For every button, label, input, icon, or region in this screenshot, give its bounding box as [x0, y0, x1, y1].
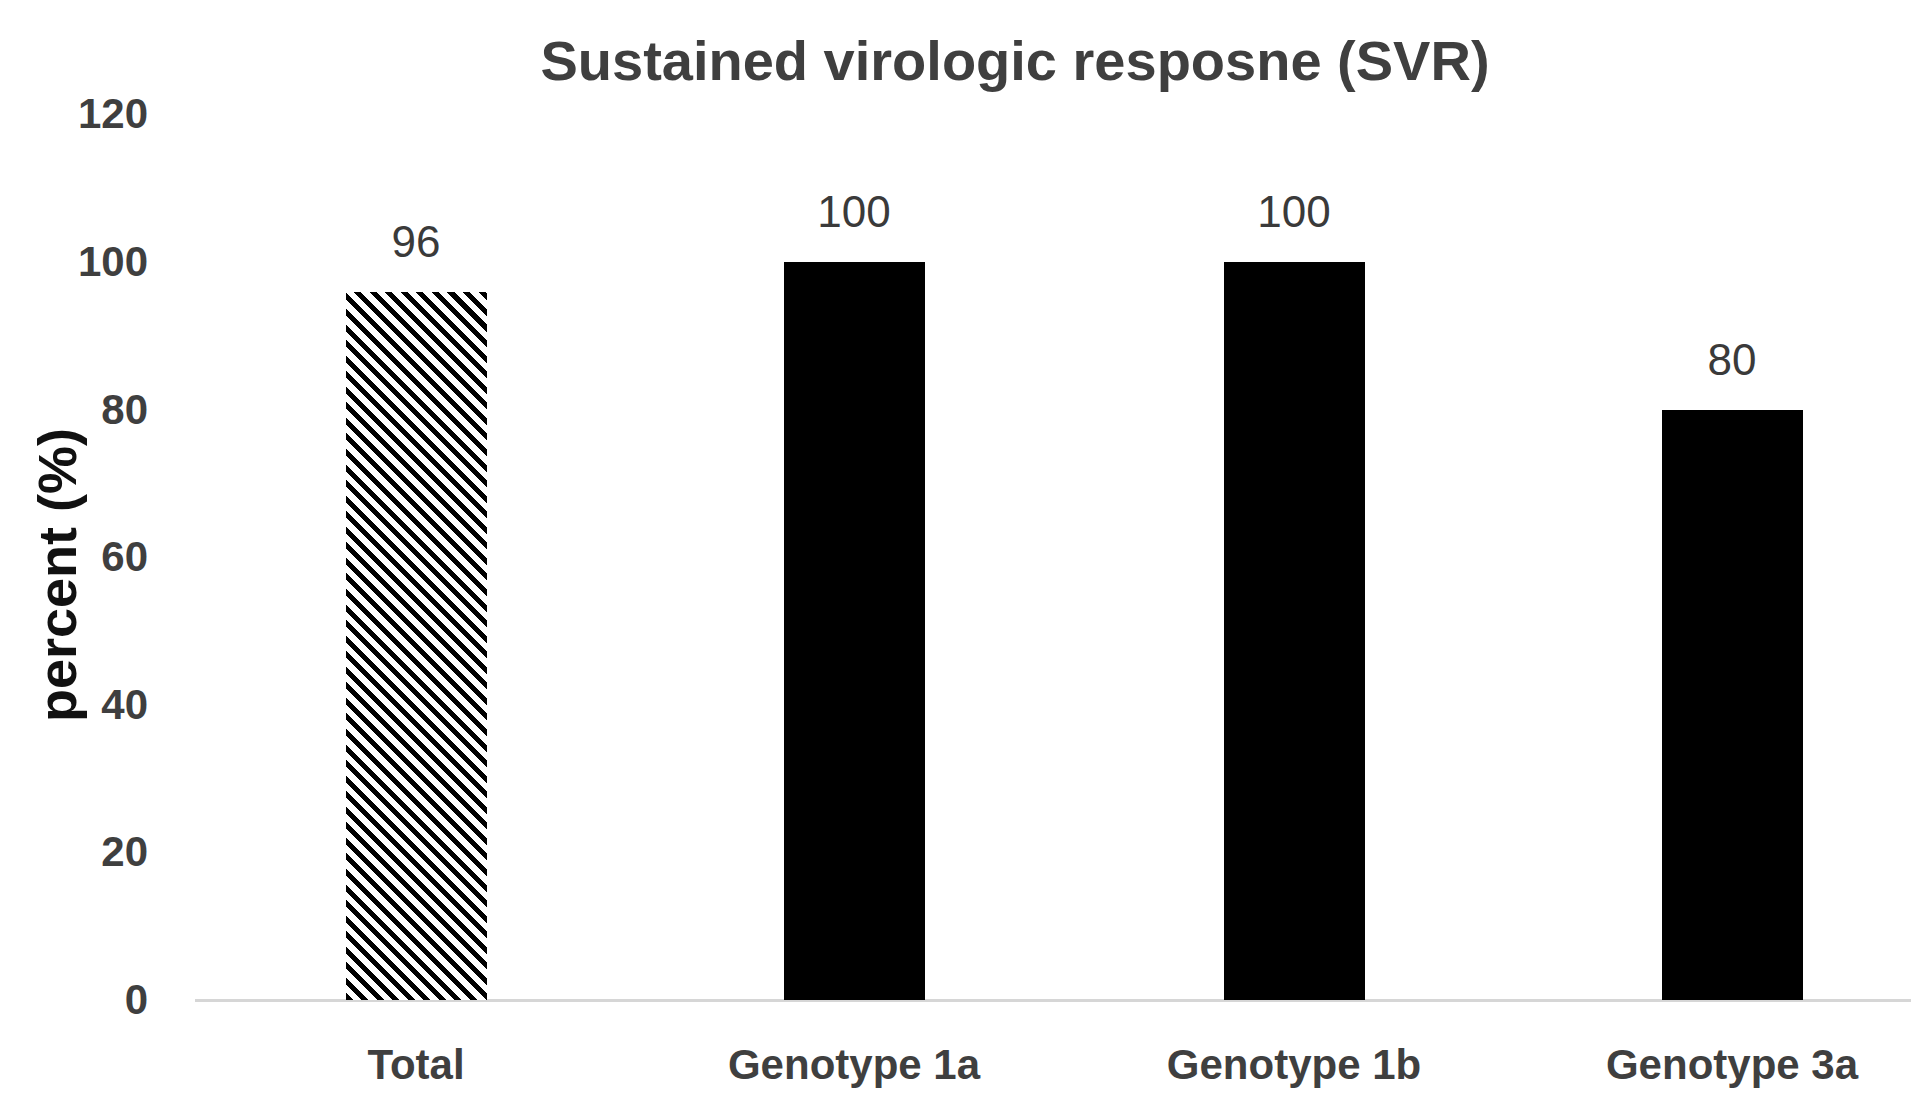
y-tick-label: 60	[0, 536, 148, 578]
y-tick-label: 20	[0, 831, 148, 873]
y-tick-label: 120	[0, 93, 148, 135]
bar-genotype-3a	[1662, 410, 1803, 1000]
data-label: 100	[1257, 190, 1330, 234]
category-label: Genotype 3a	[1606, 1044, 1858, 1086]
y-tick-label: 80	[0, 389, 148, 431]
y-tick-label: 40	[0, 684, 148, 726]
bar-total	[346, 292, 487, 1000]
category-label: Total	[367, 1044, 464, 1086]
data-label: 100	[817, 190, 890, 234]
chart-title: Sustained virologic resposne (SVR)	[540, 28, 1489, 93]
bar-genotype-1b	[1224, 262, 1365, 1000]
data-label: 96	[392, 220, 441, 264]
y-tick-label: 0	[0, 979, 148, 1021]
chart-canvas: Sustained virologic resposne (SVR) perce…	[0, 0, 1911, 1116]
data-label: 80	[1708, 338, 1757, 382]
category-label: Genotype 1b	[1167, 1044, 1421, 1086]
y-tick-label: 100	[0, 241, 148, 283]
category-label: Genotype 1a	[728, 1044, 980, 1086]
bar-genotype-1a	[784, 262, 925, 1000]
